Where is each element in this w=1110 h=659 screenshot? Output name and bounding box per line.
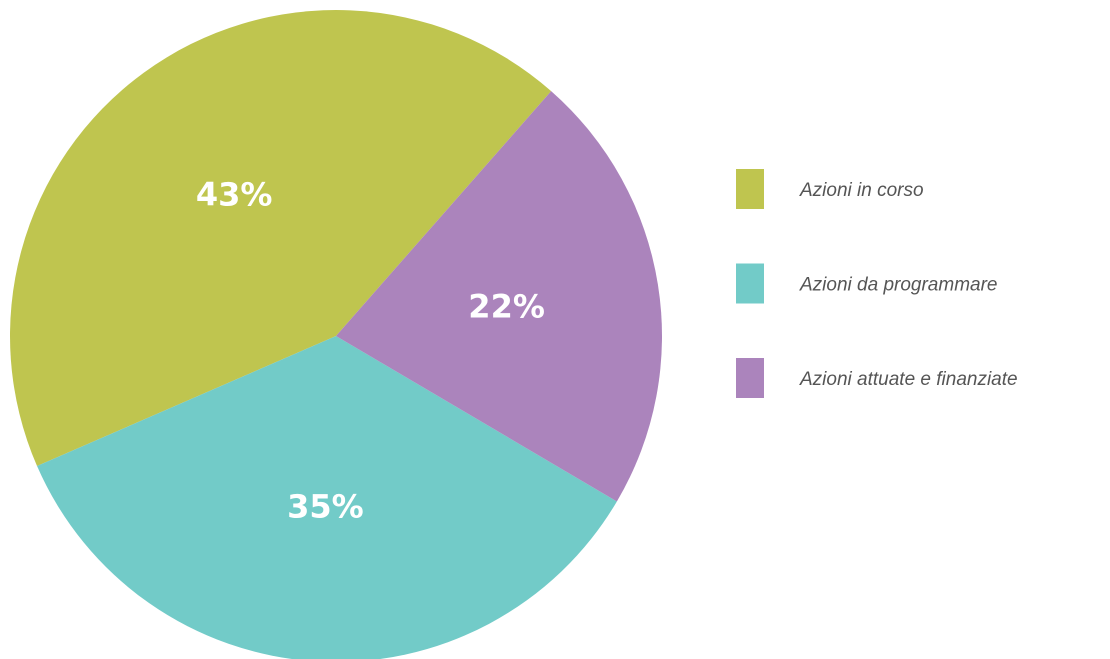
slice-label: 43% — [196, 175, 273, 213]
legend-swatch — [736, 169, 764, 209]
legend-swatch — [736, 263, 764, 304]
legend-label: Azioni in corso — [799, 180, 924, 201]
pie-slice — [37, 336, 617, 659]
slice-label: 35% — [287, 487, 364, 525]
slice-label: 22% — [468, 288, 545, 326]
pie-slice — [10, 10, 552, 466]
legend-label: Azioni da programmare — [799, 275, 997, 296]
legend-swatch — [736, 358, 764, 398]
pie-slice — [336, 91, 662, 502]
legend-label: Azioni attuate e finanziate — [799, 369, 1018, 390]
